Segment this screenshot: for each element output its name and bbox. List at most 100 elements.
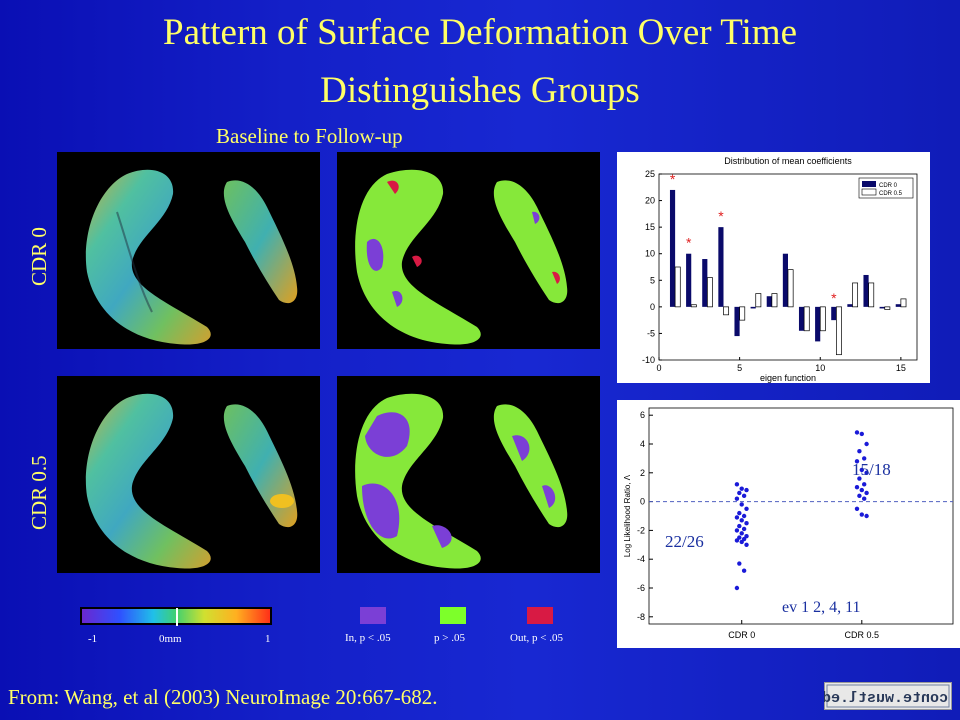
data-point-cdr0 <box>734 528 740 533</box>
legend-swatch-ns <box>440 607 466 624</box>
data-point-cdr05 <box>854 430 860 435</box>
chart-title: Distribution of mean coefficients <box>724 156 852 166</box>
y-tick-label: -8 <box>637 612 645 622</box>
data-point-cdr05 <box>864 490 869 496</box>
data-point-cdr05 <box>862 482 867 487</box>
plot-frame <box>648 407 954 625</box>
x-tick-label: 5 <box>737 363 742 373</box>
bar-cdr05 <box>787 269 794 308</box>
bar-cdr0 <box>702 259 708 307</box>
data-point-cdr0 <box>737 490 742 496</box>
bar-cdr05 <box>868 282 875 308</box>
data-point-cdr05 <box>864 441 869 447</box>
annotation-cdr0-ratio: 22/26 <box>665 532 704 551</box>
mean-coefficients-chart: Distribution of mean coefficients -10 -5 0 5… <box>617 152 930 383</box>
y-tick-label: 20 <box>645 196 655 206</box>
cdr05-deformation-map <box>57 376 320 573</box>
annotation-cdr05-ratio: 15/18 <box>852 460 891 479</box>
cdr0-deformation-map <box>57 152 320 349</box>
legend-label-cdr0: CDR 0 <box>879 183 898 189</box>
x-axis-label: eigen function <box>760 373 816 383</box>
bar-cdr05 <box>900 298 907 308</box>
y-tick-label: -5 <box>647 328 655 338</box>
data-point-cdr0 <box>744 533 749 539</box>
bar-cdr0 <box>831 306 837 321</box>
data-point-cdr05 <box>859 431 864 437</box>
data-point-cdr0 <box>741 526 747 532</box>
data-point-cdr05 <box>864 470 869 475</box>
institution-logo: conte.wustl.edu <box>813 682 952 710</box>
data-point-cdr05 <box>854 485 860 490</box>
x-tick-label: CDR 0.5 <box>845 630 880 640</box>
bar-cdr05 <box>690 304 697 308</box>
bar-cdr05 <box>739 306 746 321</box>
data-point-cdr0 <box>739 502 744 507</box>
legend-swatch-cdr05 <box>861 188 877 196</box>
data-point-cdr05 <box>862 496 867 501</box>
bar-cdr0 <box>782 253 788 307</box>
data-point-cdr0 <box>734 482 740 487</box>
data-point-cdr0 <box>734 496 740 501</box>
y-tick-label: 4 <box>640 439 645 449</box>
bar-cdr0 <box>734 306 740 337</box>
bar-cdr05 <box>723 306 730 316</box>
row-label-cdr0: CDR 0 <box>27 227 51 286</box>
y-tick-label: 5 <box>650 275 655 285</box>
y-tick-label: -10 <box>642 355 655 365</box>
y-axis-label: Log Likelihood Ratio, Λ <box>623 474 632 557</box>
data-point-cdr0 <box>739 539 744 545</box>
y-tick-label: 0 <box>640 497 645 507</box>
data-point-cdr05 <box>859 512 864 517</box>
y-tick-label: -6 <box>637 583 645 593</box>
data-point-cdr05 <box>857 476 862 481</box>
data-point-cdr0 <box>734 515 740 520</box>
bar-cdr05 <box>803 306 810 332</box>
annotation-eigenvectors: ev 1 2, 4, 11 <box>782 599 861 616</box>
colorbar-min-label: -1 <box>88 633 98 645</box>
legend-swatch-in <box>360 607 386 624</box>
y-tick-label: 0 <box>650 302 655 312</box>
data-point-cdr0 <box>741 536 747 542</box>
bar-cdr0 <box>798 306 805 331</box>
bar-cdr0 <box>766 296 772 307</box>
bar-cdr0 <box>815 306 821 342</box>
data-point-cdr05 <box>862 456 867 461</box>
plot-frame <box>658 173 918 361</box>
data-point-cdr0 <box>737 561 742 566</box>
data-point-cdr05 <box>857 449 862 454</box>
legend-label-out: Out, p < .05 <box>510 632 563 644</box>
data-point-cdr0 <box>741 568 747 573</box>
legend-swatch-cdr0 <box>862 181 876 187</box>
data-point-cdr0 <box>744 521 749 526</box>
bar-cdr05 <box>884 306 891 310</box>
bar-cdr0 <box>686 253 692 307</box>
slide-title-line-1: Pattern of Surface Deformation Over Time <box>163 12 797 53</box>
deformation-colorbar <box>80 607 272 626</box>
significance-star: * <box>718 208 724 224</box>
x-tick-label: 0 <box>656 363 661 373</box>
svg-text:conte.wustl.edu: conte.wustl.edu <box>824 690 948 707</box>
data-point-cdr0 <box>734 538 740 543</box>
citation-footer: From: Wang, et al (2003) NeuroImage 20:6… <box>8 685 438 709</box>
legend-swatch-out <box>527 607 553 624</box>
cdr05-significance-map <box>337 376 600 573</box>
data-point-cdr0 <box>737 523 742 529</box>
data-point-cdr0 <box>741 513 747 519</box>
row-label-cdr05: CDR 0.5 <box>27 455 51 530</box>
data-point-cdr0 <box>741 493 747 499</box>
data-point-cdr0 <box>739 486 744 491</box>
x-tick-label: 10 <box>815 363 825 373</box>
x-tick-label: 15 <box>896 363 906 373</box>
data-point-cdr0 <box>737 535 742 540</box>
log-likelihood-chart: -8 -6 -4 -2 0 2 4 6 Log Likelihood Ratio, Λ CDR 0… <box>617 400 960 648</box>
bar-cdr0 <box>863 274 869 307</box>
panel-subtitle: Baseline to Follow-up <box>216 124 403 148</box>
data-point-cdr0 <box>734 585 740 591</box>
bar-cdr0 <box>669 189 676 307</box>
data-point-cdr0 <box>739 531 744 536</box>
bar-cdr05 <box>819 306 826 332</box>
x-tick-label: CDR 0 <box>728 630 755 640</box>
y-tick-label: 10 <box>645 249 655 259</box>
legend-label-ns: p > .05 <box>434 632 465 644</box>
significance-star: * <box>670 171 676 187</box>
